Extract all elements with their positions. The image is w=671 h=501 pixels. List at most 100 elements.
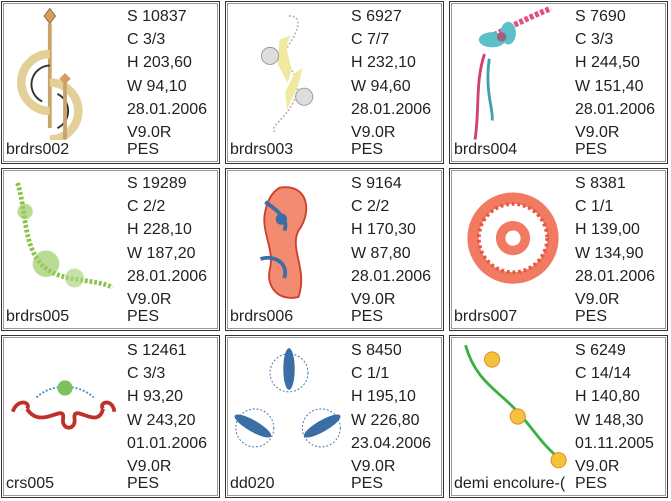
design-version: V9.0R bbox=[127, 290, 172, 308]
blue-leaf-triad-icon bbox=[234, 348, 341, 448]
design-format: PES bbox=[351, 308, 384, 325]
design-cell[interactable]: S 7690 C 3/3 H 244,50 W 151,40 28.01.200… bbox=[449, 1, 668, 164]
design-info: S 8450 C 1/1 H 195,10 W 226,80 23.04.200… bbox=[351, 339, 431, 478]
design-version: V9.0R bbox=[575, 123, 620, 141]
red-lace-doily-thumbnail bbox=[456, 173, 570, 307]
stitch-count: S 19289 bbox=[127, 175, 187, 192]
design-width: W 243,20 bbox=[127, 411, 196, 429]
stitch-count: S 6249 bbox=[575, 342, 626, 359]
design-cell[interactable]: S 12461 C 3/3 H 93,20 W 243,20 01.01.200… bbox=[1, 335, 220, 498]
design-version: V9.0R bbox=[351, 123, 396, 141]
design-name: brdrs002 bbox=[6, 141, 70, 158]
design-format: PES bbox=[127, 308, 160, 325]
design-format: PES bbox=[351, 475, 384, 492]
art-deco-gold-swirl-thumbnail bbox=[8, 6, 122, 144]
green-corner-vine-icon bbox=[15, 182, 114, 290]
design-width: W 187,20 bbox=[127, 244, 196, 262]
design-width: W 148,30 bbox=[575, 411, 644, 429]
design-date: 28.01.2006 bbox=[351, 100, 432, 118]
design-height: H 139,00 bbox=[575, 221, 640, 239]
color-count: C 1/1 bbox=[575, 198, 614, 216]
yellow-roses-vine-icon bbox=[464, 344, 567, 469]
art-deco-gold-swirl-icon bbox=[17, 7, 83, 144]
design-format: PES bbox=[575, 141, 608, 158]
design-version: V9.0R bbox=[351, 290, 396, 308]
design-name: crs005 bbox=[6, 475, 55, 492]
design-date: 28.01.2006 bbox=[575, 100, 656, 118]
design-info: S 10837 C 3/3 H 203,60 W 94,10 28.01.200… bbox=[127, 5, 207, 144]
design-info: S 6249 C 14/14 H 140,80 W 148,30 01.11.2… bbox=[575, 339, 654, 478]
design-height: H 228,10 bbox=[127, 221, 192, 239]
stitch-count: S 12461 bbox=[127, 342, 187, 359]
design-name: brdrs005 bbox=[6, 308, 70, 325]
design-version: V9.0R bbox=[575, 457, 620, 475]
design-name: brdrs004 bbox=[454, 141, 518, 158]
design-info: S 8381 C 1/1 H 139,00 W 134,90 28.01.200… bbox=[575, 172, 655, 311]
green-corner-vine-thumbnail bbox=[8, 173, 122, 307]
design-cell[interactable]: S 8450 C 1/1 H 195,10 W 226,80 23.04.200… bbox=[225, 335, 444, 498]
design-date: 28.01.2006 bbox=[351, 267, 432, 285]
red-blue-paisley-thumbnail bbox=[232, 173, 346, 307]
design-name: brdrs006 bbox=[230, 308, 294, 325]
design-info: S 7690 C 3/3 H 244,50 W 151,40 28.01.200… bbox=[575, 5, 655, 144]
design-cell[interactable]: S 10837 C 3/3 H 203,60 W 94,10 28.01.200… bbox=[1, 1, 220, 164]
design-height: H 93,20 bbox=[127, 388, 184, 406]
color-count: C 7/7 bbox=[351, 31, 390, 49]
design-info: S 6927 C 7/7 H 232,10 W 94,60 28.01.2006… bbox=[351, 5, 431, 144]
design-format: PES bbox=[575, 308, 608, 325]
color-count: C 14/14 bbox=[575, 365, 632, 383]
design-width: W 151,40 bbox=[575, 77, 644, 95]
stitch-count: S 8381 bbox=[575, 175, 626, 192]
pink-teal-floral-spray-icon bbox=[473, 5, 553, 140]
design-cell[interactable]: S 9164 C 2/2 H 170,30 W 87,80 28.01.2006… bbox=[225, 168, 444, 331]
design-width: W 94,10 bbox=[127, 77, 187, 95]
design-date: 28.01.2006 bbox=[127, 100, 208, 118]
color-count: C 3/3 bbox=[575, 31, 614, 49]
design-format: PES bbox=[127, 475, 160, 492]
design-date: 28.01.2006 bbox=[127, 267, 208, 285]
design-width: W 226,80 bbox=[351, 411, 420, 429]
red-lace-doily-icon bbox=[467, 192, 559, 284]
design-cell[interactable]: S 19289 C 2/2 H 228,10 W 187,20 28.01.20… bbox=[1, 168, 220, 331]
design-name: dd020 bbox=[230, 475, 275, 492]
design-name: brdrs007 bbox=[454, 308, 518, 325]
stitch-count: S 10837 bbox=[127, 8, 187, 25]
design-width: W 94,60 bbox=[351, 77, 411, 95]
design-date: 01.11.2005 bbox=[575, 434, 654, 452]
red-scroll-border-thumbnail bbox=[8, 340, 122, 474]
stitch-count: S 8450 bbox=[351, 342, 402, 359]
design-version: V9.0R bbox=[127, 457, 172, 475]
yellow-roses-vine-thumbnail bbox=[456, 340, 570, 474]
design-height: H 244,50 bbox=[575, 54, 640, 72]
design-cell[interactable]: S 6249 C 14/14 H 140,80 W 148,30 01.11.2… bbox=[449, 335, 668, 498]
color-count: C 3/3 bbox=[127, 31, 166, 49]
color-count: C 2/2 bbox=[351, 198, 390, 216]
blue-leaf-triad-thumbnail bbox=[232, 340, 346, 474]
design-date: 23.04.2006 bbox=[351, 434, 432, 452]
design-format: PES bbox=[127, 141, 160, 158]
design-format: PES bbox=[351, 141, 384, 158]
design-width: W 87,80 bbox=[351, 244, 411, 262]
design-height: H 140,80 bbox=[575, 388, 640, 406]
design-cell[interactable]: S 8381 C 1/1 H 139,00 W 134,90 28.01.200… bbox=[449, 168, 668, 331]
color-count: C 2/2 bbox=[127, 198, 166, 216]
design-date: 01.01.2006 bbox=[127, 434, 208, 452]
design-format: PES bbox=[575, 475, 608, 492]
design-version: V9.0R bbox=[575, 290, 620, 308]
yellow-wave-border-thumbnail bbox=[232, 6, 346, 140]
design-version: V9.0R bbox=[351, 457, 396, 475]
design-height: H 195,10 bbox=[351, 388, 416, 406]
design-date: 28.01.2006 bbox=[575, 267, 656, 285]
stitch-count: S 6927 bbox=[351, 8, 402, 25]
design-name: demi encolure-( bbox=[454, 475, 566, 492]
design-version: V9.0R bbox=[127, 123, 172, 141]
color-count: C 1/1 bbox=[351, 365, 390, 383]
design-info: S 9164 C 2/2 H 170,30 W 87,80 28.01.2006… bbox=[351, 172, 431, 311]
stitch-count: S 7690 bbox=[575, 8, 626, 25]
stitch-count: S 9164 bbox=[351, 175, 402, 192]
color-count: C 3/3 bbox=[127, 365, 166, 383]
design-height: H 203,60 bbox=[127, 54, 192, 72]
design-info: S 19289 C 2/2 H 228,10 W 187,20 28.01.20… bbox=[127, 172, 207, 311]
design-cell[interactable]: S 6927 C 7/7 H 232,10 W 94,60 28.01.2006… bbox=[225, 1, 444, 164]
